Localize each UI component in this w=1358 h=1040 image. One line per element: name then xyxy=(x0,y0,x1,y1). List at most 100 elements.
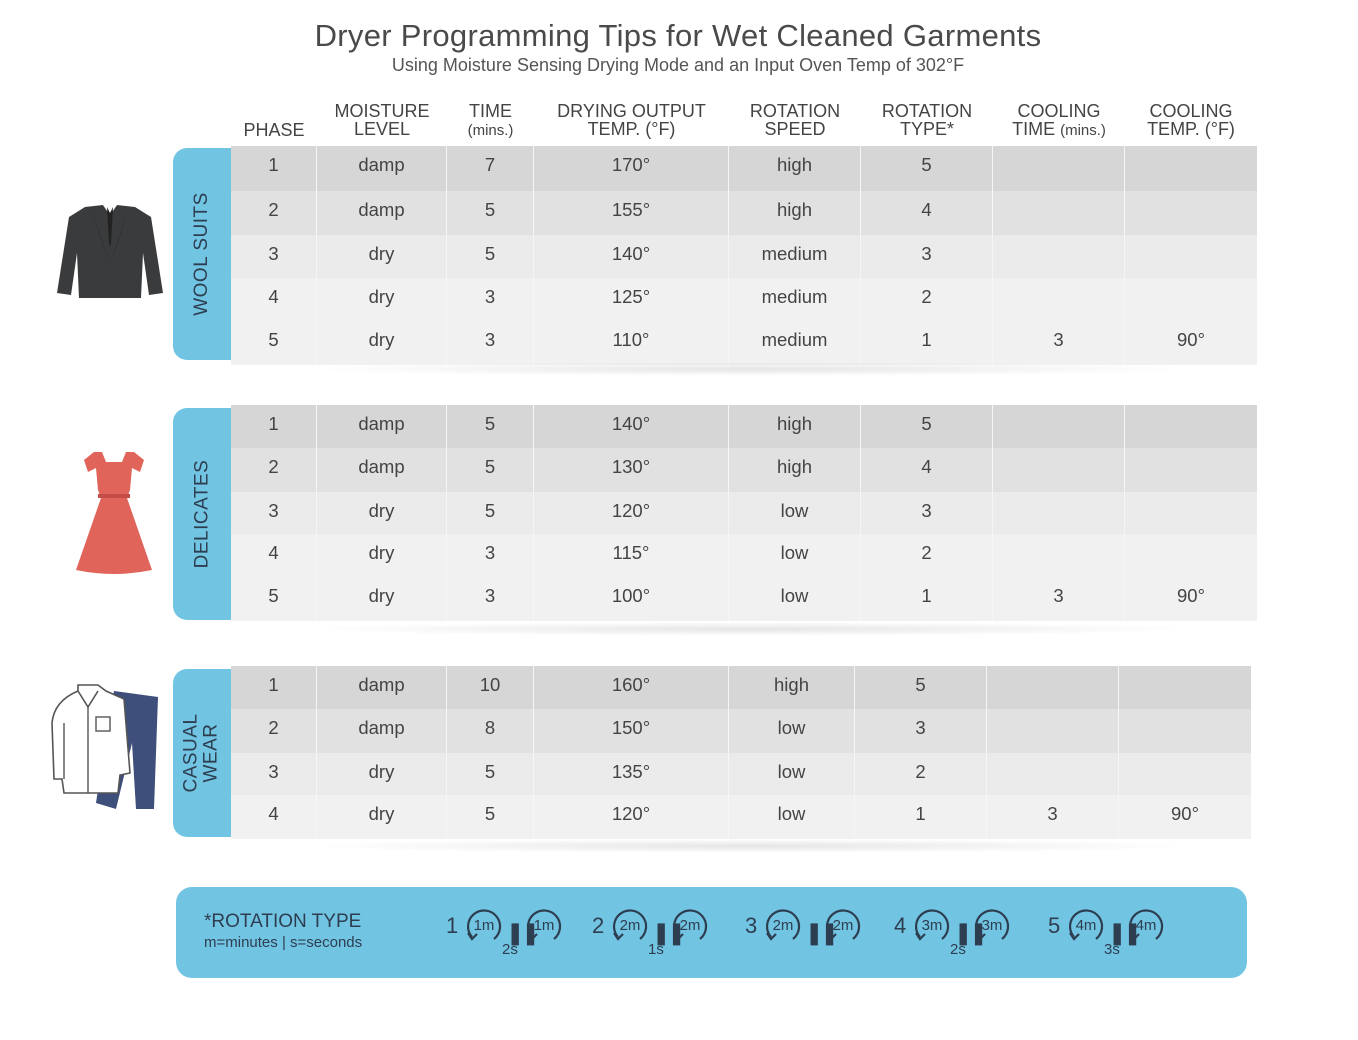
cell-moisture-level: dry xyxy=(317,753,447,795)
rotation-duration-b: 3m xyxy=(981,917,1003,934)
cell-time: 5 xyxy=(447,492,534,534)
pause-icon: ❚❚ xyxy=(1108,920,1142,945)
table-row: 5 dry 3 100° low 1 3 90° xyxy=(231,577,1257,621)
cell-cooling-temp xyxy=(1119,666,1251,709)
rotation-arrow-icon xyxy=(527,909,562,941)
cell-cooling-time xyxy=(993,235,1125,278)
rotation-type-5: 5 4m ❚❚ 4m 3s xyxy=(1048,903,1178,963)
cell-rotation-type: 2 xyxy=(855,753,987,795)
cell-rotation-type: 2 xyxy=(861,278,993,321)
cell-moisture-level: damp xyxy=(317,709,447,753)
cell-drying-temp: 125° xyxy=(534,278,729,321)
table-shadow xyxy=(300,362,1200,376)
rotation-arrow-icon xyxy=(1069,909,1104,941)
cell-cooling-temp xyxy=(1125,146,1257,191)
cell-cooling-time xyxy=(993,405,1125,448)
rotation-type-3: 3 2m ❚❚ 2m xyxy=(745,903,875,963)
section-label-casual: CASUAL WEAR xyxy=(181,713,222,793)
rotation-arrow-icon xyxy=(1129,909,1164,941)
cell-cooling-time xyxy=(993,448,1125,492)
cell-cooling-temp xyxy=(1125,278,1257,321)
rotation-arrow-icon xyxy=(673,909,708,941)
table-row: 3 dry 5 135° low 2 xyxy=(231,753,1251,795)
cell-cooling-temp xyxy=(1125,534,1257,577)
table-row: 4 dry 3 115° low 2 xyxy=(231,534,1257,577)
rotation-duration-a: 3m xyxy=(921,917,943,934)
table-shadow xyxy=(300,839,1200,853)
table-row: 2 damp 8 150° low 3 xyxy=(231,709,1251,753)
rotation-duration-b: 2m xyxy=(679,917,701,934)
pause-duration: 1s xyxy=(648,941,664,958)
table-shadow xyxy=(300,622,1200,636)
cell-rotation-speed: low xyxy=(729,492,861,534)
rotation-duration-b: 1m xyxy=(533,917,555,934)
rotation-arrow-icon xyxy=(467,909,502,941)
pause-duration: 2s xyxy=(950,941,966,958)
dress-icon xyxy=(76,452,152,574)
cell-drying-temp: 140° xyxy=(534,235,729,278)
page-title: Dryer Programming Tips for Wet Cleaned G… xyxy=(314,18,1042,53)
rotation-duration-b: 2m xyxy=(832,917,854,934)
cell-cooling-time xyxy=(993,534,1125,577)
cell-rotation-speed: high xyxy=(729,448,861,492)
cell-moisture-level: dry xyxy=(317,235,447,278)
cell-drying-temp: 110° xyxy=(534,321,729,365)
cell-moisture-level: damp xyxy=(317,146,447,191)
rotation-arrow-icon xyxy=(915,909,950,941)
cell-drying-temp: 170° xyxy=(534,146,729,191)
cell-rotation-speed: low xyxy=(729,577,861,621)
cell-rotation-type: 5 xyxy=(855,666,987,709)
table-delicates: 1 damp 5 140° high 5 2 damp 5 130° high 4 3 dry 5 120° l… xyxy=(231,405,1257,621)
rotation-duration-b: 4m xyxy=(1135,917,1157,934)
cell-cooling-temp xyxy=(1119,709,1251,753)
cell-moisture-level: damp xyxy=(317,666,447,709)
cell-moisture-level: dry xyxy=(317,492,447,534)
pause-icon: ❚❚ xyxy=(506,920,540,945)
section-label-delicates: DELICATES xyxy=(191,459,212,569)
table-row: 1 damp 10 160° high 5 xyxy=(231,666,1251,709)
rotation-duration-a: 2m xyxy=(619,917,641,934)
cell-phase: 2 xyxy=(231,709,317,753)
cell-time: 3 xyxy=(447,577,534,621)
pause-icon: ❚❚ xyxy=(652,920,686,945)
cell-phase: 2 xyxy=(231,191,317,235)
table-row: 4 dry 3 125° medium 2 xyxy=(231,278,1257,321)
cell-phase: 5 xyxy=(231,321,317,365)
cell-cooling-time xyxy=(993,146,1125,191)
table-row: 1 damp 7 170° high 5 xyxy=(231,146,1257,191)
pause-duration: 2s xyxy=(502,941,518,958)
cell-cooling-temp xyxy=(1119,753,1251,795)
cell-rotation-speed: low xyxy=(729,709,855,753)
cell-cooling-time xyxy=(993,278,1125,321)
cell-phase: 4 xyxy=(231,534,317,577)
cell-time: 5 xyxy=(447,235,534,278)
cell-moisture-level: dry xyxy=(317,278,447,321)
rotation-arrow-icon xyxy=(613,909,648,941)
cell-time: 10 xyxy=(447,666,534,709)
rotation-arrow-icon xyxy=(975,909,1010,941)
cell-phase: 4 xyxy=(231,278,317,321)
table-wool-suits: 1 damp 7 170° high 5 2 damp 5 155° high 4 3 dry 5 140° m… xyxy=(231,146,1257,365)
table-row: 2 damp 5 155° high 4 xyxy=(231,191,1257,235)
cell-cooling-time: 3 xyxy=(987,795,1119,839)
table-row: 5 dry 3 110° medium 1 3 90° xyxy=(231,321,1257,365)
rotation-type-number: 4 xyxy=(894,913,907,938)
header-phase: PHASE xyxy=(243,120,305,140)
cell-time: 5 xyxy=(447,753,534,795)
table-row: 3 dry 5 140° medium 3 xyxy=(231,235,1257,278)
cell-cooling-time xyxy=(987,709,1119,753)
rotation-type-4: 4 3m ❚❚ 3m 2s xyxy=(894,903,1024,963)
cell-time: 5 xyxy=(447,191,534,235)
cell-rotation-speed: low xyxy=(729,795,855,839)
cell-time: 7 xyxy=(447,146,534,191)
cell-rotation-type: 4 xyxy=(861,448,993,492)
cell-rotation-speed: medium xyxy=(729,321,861,365)
cell-time: 5 xyxy=(447,448,534,492)
header-moisture: MOISTURE LEVEL xyxy=(334,101,430,139)
cell-cooling-time xyxy=(993,492,1125,534)
cell-rotation-speed: high xyxy=(729,146,861,191)
cell-cooling-time xyxy=(987,753,1119,795)
cell-moisture-level: dry xyxy=(317,321,447,365)
cell-phase: 1 xyxy=(231,146,317,191)
rotation-duration-a: 2m xyxy=(772,917,794,934)
